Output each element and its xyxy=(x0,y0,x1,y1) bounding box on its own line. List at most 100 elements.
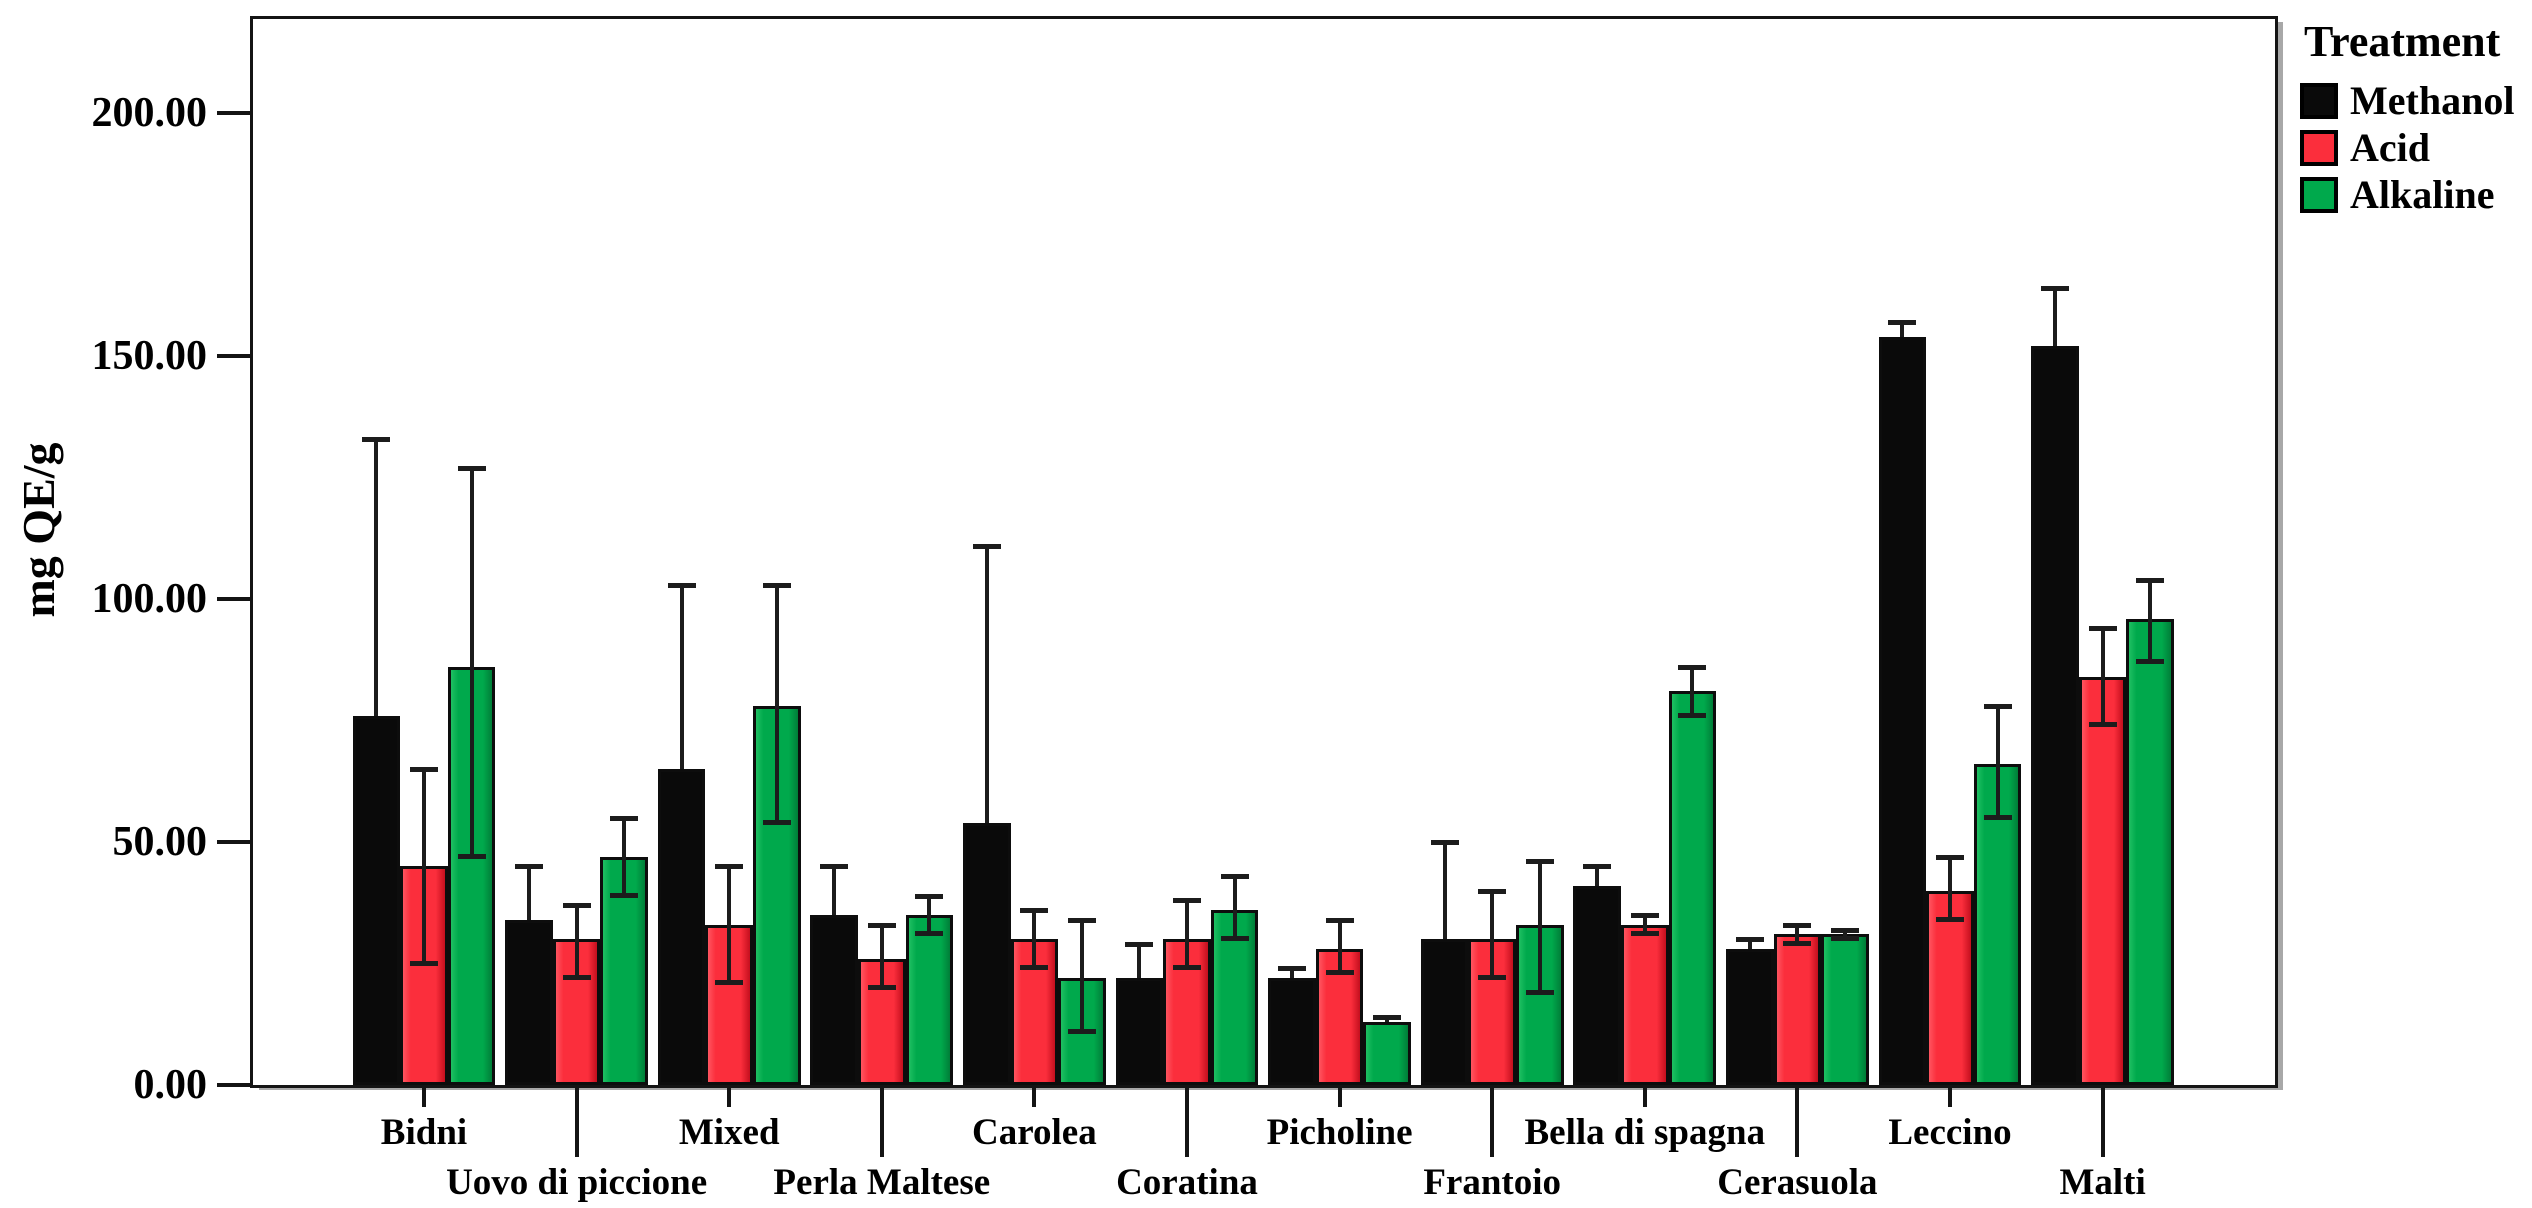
error-bar-cap-bottom xyxy=(715,979,744,985)
x-axis-category-label: Frantoio xyxy=(1423,1162,1562,1203)
legend-entry-methanol: Methanol xyxy=(2300,81,2514,121)
error-bar-cap-top xyxy=(1936,854,1964,860)
x-axis-tick xyxy=(1032,1085,1037,1107)
x-axis-category-label: Picholine xyxy=(1266,1112,1413,1153)
error-bar-cap-bottom xyxy=(1220,936,1249,942)
y-axis-tick xyxy=(217,840,253,845)
x-axis-tick xyxy=(727,1085,732,1107)
error-bar-cap-bottom xyxy=(1678,712,1707,718)
legend-title: Treatment xyxy=(2304,17,2501,66)
error-bar-cap-top xyxy=(562,903,591,909)
error-bar-line xyxy=(1995,706,2000,818)
error-bar-cap-bottom xyxy=(562,975,591,981)
error-bar-line xyxy=(1948,856,1952,920)
legend-label: Methanol xyxy=(2350,78,2515,123)
error-bar-cap-top xyxy=(1478,888,1507,894)
error-bar-cap-top xyxy=(1325,917,1354,923)
legend: Treatment Methanol Acid Alkaline xyxy=(2300,16,2514,222)
error-bar-line xyxy=(2100,628,2105,726)
bar-acid xyxy=(2078,676,2127,1085)
bar-methanol xyxy=(810,914,858,1085)
error-bar-cap-top xyxy=(2088,626,2117,632)
error-bar-cap-top xyxy=(1983,704,2012,710)
error-bar-line xyxy=(679,584,684,770)
y-axis-tick xyxy=(217,597,253,602)
error-bar-cap-bottom xyxy=(1630,931,1659,937)
bar-alkaline xyxy=(1668,691,1717,1085)
error-bar-cap-bottom xyxy=(410,960,438,966)
error-bar-line xyxy=(1232,876,1237,940)
x-axis-tick xyxy=(2100,1085,2105,1157)
error-bar-cap-top xyxy=(1020,908,1049,914)
x-axis-category-label: Malti xyxy=(2059,1162,2146,1203)
x-axis-tick xyxy=(574,1085,579,1157)
error-bar-cap-top xyxy=(362,436,391,442)
y-axis-tick xyxy=(217,1083,253,1087)
y-axis-tick-label: 100.00 xyxy=(91,576,208,623)
error-bar-cap-bottom xyxy=(1831,936,1859,942)
x-axis-tick xyxy=(1490,1085,1495,1157)
error-bar-line xyxy=(1442,842,1447,940)
error-bar-cap-bottom xyxy=(1068,1028,1096,1034)
error-bar-cap-top xyxy=(915,893,944,899)
error-bar-cap-bottom xyxy=(457,853,486,859)
error-bar-cap-top xyxy=(1630,912,1659,918)
y-axis-tick-label: 150.00 xyxy=(91,333,208,380)
x-axis-category-label: Coratina xyxy=(1116,1162,1258,1203)
legend-label: Acid xyxy=(2350,125,2430,170)
error-bar-cap-bottom xyxy=(1783,941,1812,947)
error-bar-line xyxy=(1537,861,1542,993)
error-bar-cap-top xyxy=(515,864,543,870)
error-bar-cap-bottom xyxy=(1525,989,1554,995)
bar-methanol xyxy=(1115,978,1164,1085)
error-bar-line xyxy=(727,866,732,983)
bar-acid xyxy=(1621,924,1669,1085)
error-bar-line xyxy=(1843,929,1847,940)
error-bar-line xyxy=(1137,944,1142,979)
error-bar-cap-top xyxy=(1373,1014,1402,1020)
bar-acid xyxy=(1926,890,1974,1085)
error-bar-cap-top xyxy=(1430,840,1459,846)
x-axis-tick xyxy=(422,1085,426,1107)
bar-methanol xyxy=(963,822,1011,1085)
y-axis-tick-label: 200.00 xyxy=(91,90,208,137)
error-bar-cap-top xyxy=(762,582,791,588)
error-bar-line xyxy=(2148,579,2153,663)
error-bar-line xyxy=(774,584,779,823)
error-bar-cap-bottom xyxy=(610,892,639,898)
legend-entry-acid: Acid xyxy=(2300,128,2514,168)
bar-methanol xyxy=(1420,939,1469,1085)
error-bar-line xyxy=(574,905,579,979)
bar-alkaline xyxy=(1363,1021,1411,1085)
error-bar-line xyxy=(1795,924,1800,945)
y-axis-tick-label: 0.00 xyxy=(133,1062,208,1108)
error-bar-cap-bottom xyxy=(1936,916,1964,922)
error-bar-line xyxy=(1337,919,1342,974)
error-bar-line xyxy=(1690,667,1695,716)
error-bar-cap-bottom xyxy=(1983,814,2012,820)
bar-acid xyxy=(705,924,753,1085)
error-bar-cap-top xyxy=(1583,864,1612,870)
error-bar-cap-top xyxy=(410,767,438,773)
x-axis-category-label: Perla Maltese xyxy=(773,1162,991,1203)
error-bar-line xyxy=(832,866,837,915)
x-axis-tick xyxy=(879,1085,884,1157)
error-bar-line xyxy=(469,467,474,857)
error-bar-line xyxy=(927,895,932,935)
error-bar-cap-top xyxy=(1068,917,1096,923)
x-axis-tick xyxy=(1185,1085,1189,1157)
error-bar-cap-top xyxy=(1735,937,1764,943)
error-bar-line xyxy=(1490,890,1495,979)
x-axis-category-label: Mixed xyxy=(678,1112,780,1153)
x-axis-category-label: Bella di spagna xyxy=(1524,1112,1766,1153)
error-bar-cap-top xyxy=(1783,922,1812,928)
bar-methanol xyxy=(1573,885,1621,1085)
bar-methanol xyxy=(2031,346,2079,1085)
error-bar-cap-bottom xyxy=(1325,970,1354,976)
error-bar-line xyxy=(374,438,379,716)
error-bar-line xyxy=(1290,968,1294,979)
bar-methanol xyxy=(1268,978,1316,1085)
error-bar-cap-bottom xyxy=(1020,965,1049,971)
error-bar-cap-top xyxy=(2136,577,2165,583)
